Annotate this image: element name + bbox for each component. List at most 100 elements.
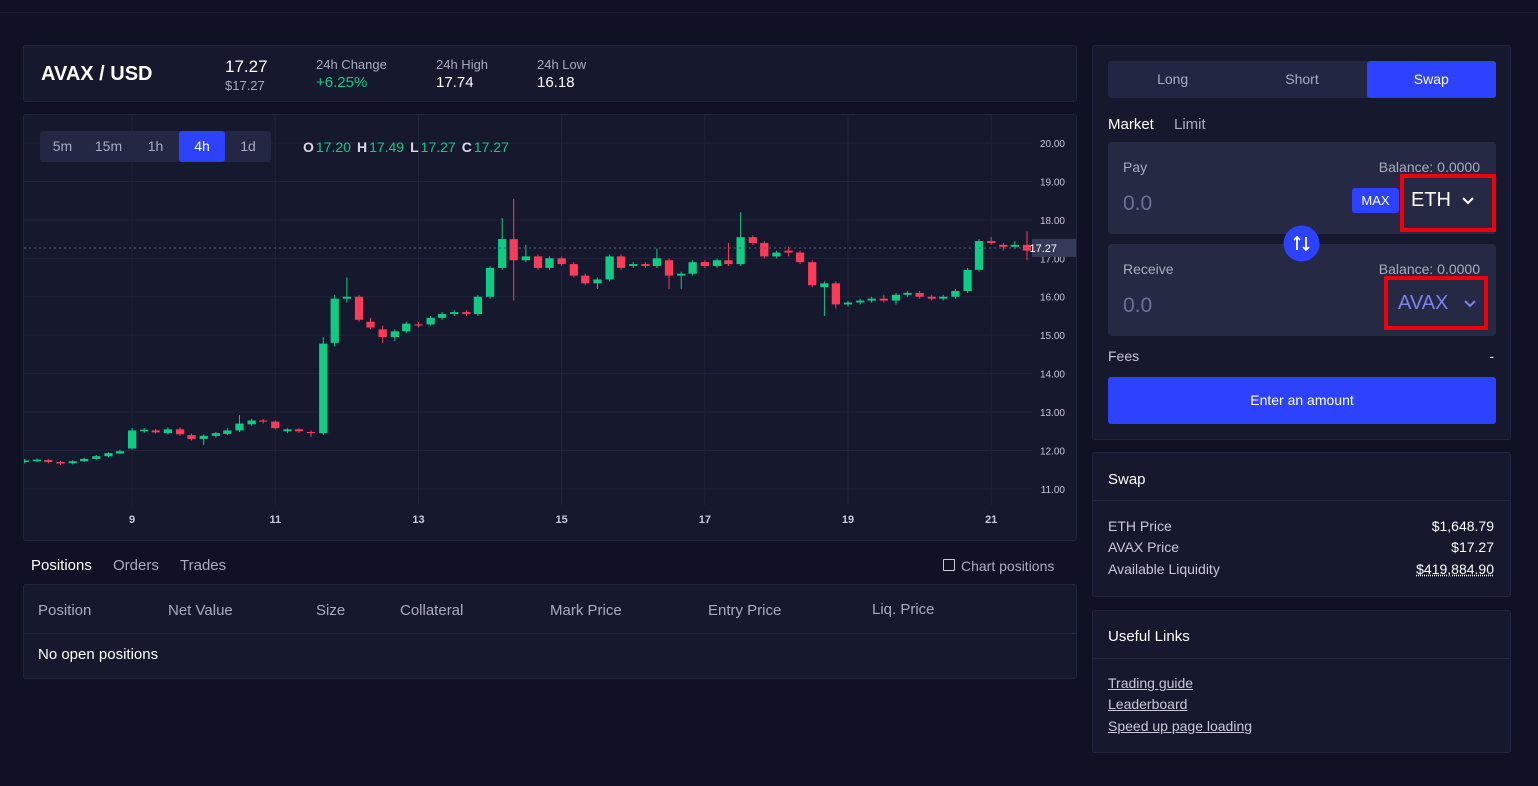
- positions-tab[interactable]: Positions: [31, 557, 92, 574]
- candle-body: [199, 435, 208, 439]
- candle-body: [688, 262, 697, 274]
- candle-body: [175, 429, 185, 435]
- panel-title: Useful Links: [1108, 628, 1190, 645]
- candle-body: [915, 292, 924, 297]
- candle-body: [56, 461, 65, 464]
- receive-token[interactable]: AVAX: [1398, 292, 1449, 314]
- candle-body: [330, 298, 339, 343]
- column-header: Collateral: [400, 602, 464, 619]
- ohlc-label: C: [461, 139, 472, 155]
- x-tick-label: 11: [269, 514, 281, 526]
- column-header: Net Value: [168, 602, 233, 619]
- panel-title: Swap: [1108, 471, 1146, 488]
- candle-body: [736, 237, 745, 265]
- y-tick-label: 13.00: [1040, 408, 1065, 419]
- column-header: Liq. Price: [872, 601, 935, 618]
- y-tick-label: 14.00: [1040, 370, 1065, 381]
- row-divider: [24, 633, 1076, 634]
- ohlc-label: O: [303, 139, 314, 155]
- candle-body: [306, 431, 316, 434]
- info-value[interactable]: $419,884.90: [1416, 561, 1494, 577]
- receive-balance: Balance: 0.0000: [1378, 261, 1480, 277]
- candle-body: [104, 453, 113, 457]
- switch-button[interactable]: [1283, 225, 1320, 262]
- y-tick-label: 19.00: [1040, 177, 1065, 188]
- info-value: $17.27: [1451, 539, 1494, 555]
- candle-body: [808, 262, 817, 286]
- y-tick-label: 18.00: [1040, 216, 1065, 227]
- candle-body: [151, 430, 160, 433]
- candle-body: [68, 461, 77, 464]
- candle-body: [593, 279, 602, 284]
- candle-body: [92, 456, 101, 459]
- candle-body: [437, 314, 447, 318]
- candle-body: [784, 250, 793, 253]
- candle-body: [44, 460, 53, 462]
- candle-body: [163, 429, 173, 434]
- candle-body: [963, 269, 972, 291]
- y-tick-label: 17.00: [1040, 254, 1065, 265]
- candle-body: [545, 258, 554, 268]
- checkbox[interactable]: [943, 559, 955, 571]
- candle-body: [820, 283, 829, 288]
- interval-button[interactable]: 15m: [94, 138, 123, 154]
- ohlc-value: 17.49: [369, 139, 405, 155]
- positions-table: Position Net Value Size Collateral Mark …: [23, 584, 1077, 679]
- link[interactable]: Speed up page loading: [1108, 718, 1253, 734]
- pay-token[interactable]: ETH: [1411, 189, 1451, 211]
- interval-button[interactable]: 4h: [179, 131, 225, 162]
- candle-body: [115, 451, 125, 454]
- candle-body: [867, 298, 876, 301]
- link[interactable]: Leaderboard: [1108, 696, 1188, 712]
- market-tab[interactable]: Market: [1108, 116, 1154, 133]
- x-tick-label: 19: [842, 514, 854, 526]
- trade-tab[interactable]: Long: [1157, 71, 1189, 87]
- pair[interactable]: AVAX / USD: [41, 63, 153, 85]
- price: 17.27: [225, 57, 268, 76]
- max-button[interactable]: MAX: [1352, 188, 1399, 213]
- interval-button[interactable]: 1d: [240, 138, 256, 154]
- interval-button[interactable]: 1h: [147, 138, 164, 154]
- pay-label: Pay: [1123, 159, 1148, 175]
- y-tick-label: 16.00: [1040, 293, 1065, 304]
- chart-positions-label[interactable]: Chart positions: [961, 558, 1055, 574]
- ohlc-label: L: [410, 139, 419, 155]
- fees-label: Fees: [1108, 348, 1140, 364]
- trades-tab[interactable]: Trades: [180, 557, 227, 574]
- change: +6.25%: [316, 74, 368, 91]
- highlight-box: [1384, 276, 1488, 330]
- pay-amount[interactable]: 0.0: [1123, 192, 1153, 215]
- x-tick-label: 21: [985, 514, 997, 526]
- candle-body: [700, 262, 709, 267]
- candle-body: [140, 429, 149, 432]
- limit-tab[interactable]: Limit: [1174, 116, 1206, 133]
- candle-body: [748, 237, 757, 243]
- candle-body: [843, 302, 853, 305]
- candle-body: [187, 435, 196, 439]
- low-label: 24h Low: [537, 57, 587, 72]
- info-label: Available Liquidity: [1108, 561, 1220, 577]
- interval-button[interactable]: 5m: [52, 138, 73, 154]
- trade-tab[interactable]: Swap: [1366, 61, 1496, 98]
- candle-body: [319, 343, 328, 434]
- y-tick-label: 11.00: [1041, 485, 1066, 496]
- candle-body: [271, 421, 280, 429]
- candle-body: [378, 329, 387, 338]
- divider: [1093, 658, 1510, 659]
- candle-body: [724, 260, 733, 265]
- candle-body: [772, 252, 781, 257]
- submit-button[interactable]: Enter an amount: [1108, 377, 1496, 424]
- column-header: Mark Price: [550, 602, 622, 619]
- low: 16.18: [537, 74, 575, 91]
- candle-body: [533, 256, 543, 268]
- info-label: AVAX Price: [1108, 539, 1180, 555]
- pay-balance: Balance: 0.0000: [1378, 159, 1480, 175]
- orders-tab[interactable]: Orders: [113, 557, 159, 574]
- y-tick-label: 15.00: [1040, 331, 1065, 342]
- candle-body: [521, 256, 530, 261]
- trade-tab[interactable]: Short: [1285, 71, 1319, 87]
- column-header: Position: [38, 602, 92, 619]
- link[interactable]: Trading guide: [1108, 675, 1194, 691]
- candle-body: [569, 264, 578, 276]
- candle-body: [616, 256, 626, 268]
